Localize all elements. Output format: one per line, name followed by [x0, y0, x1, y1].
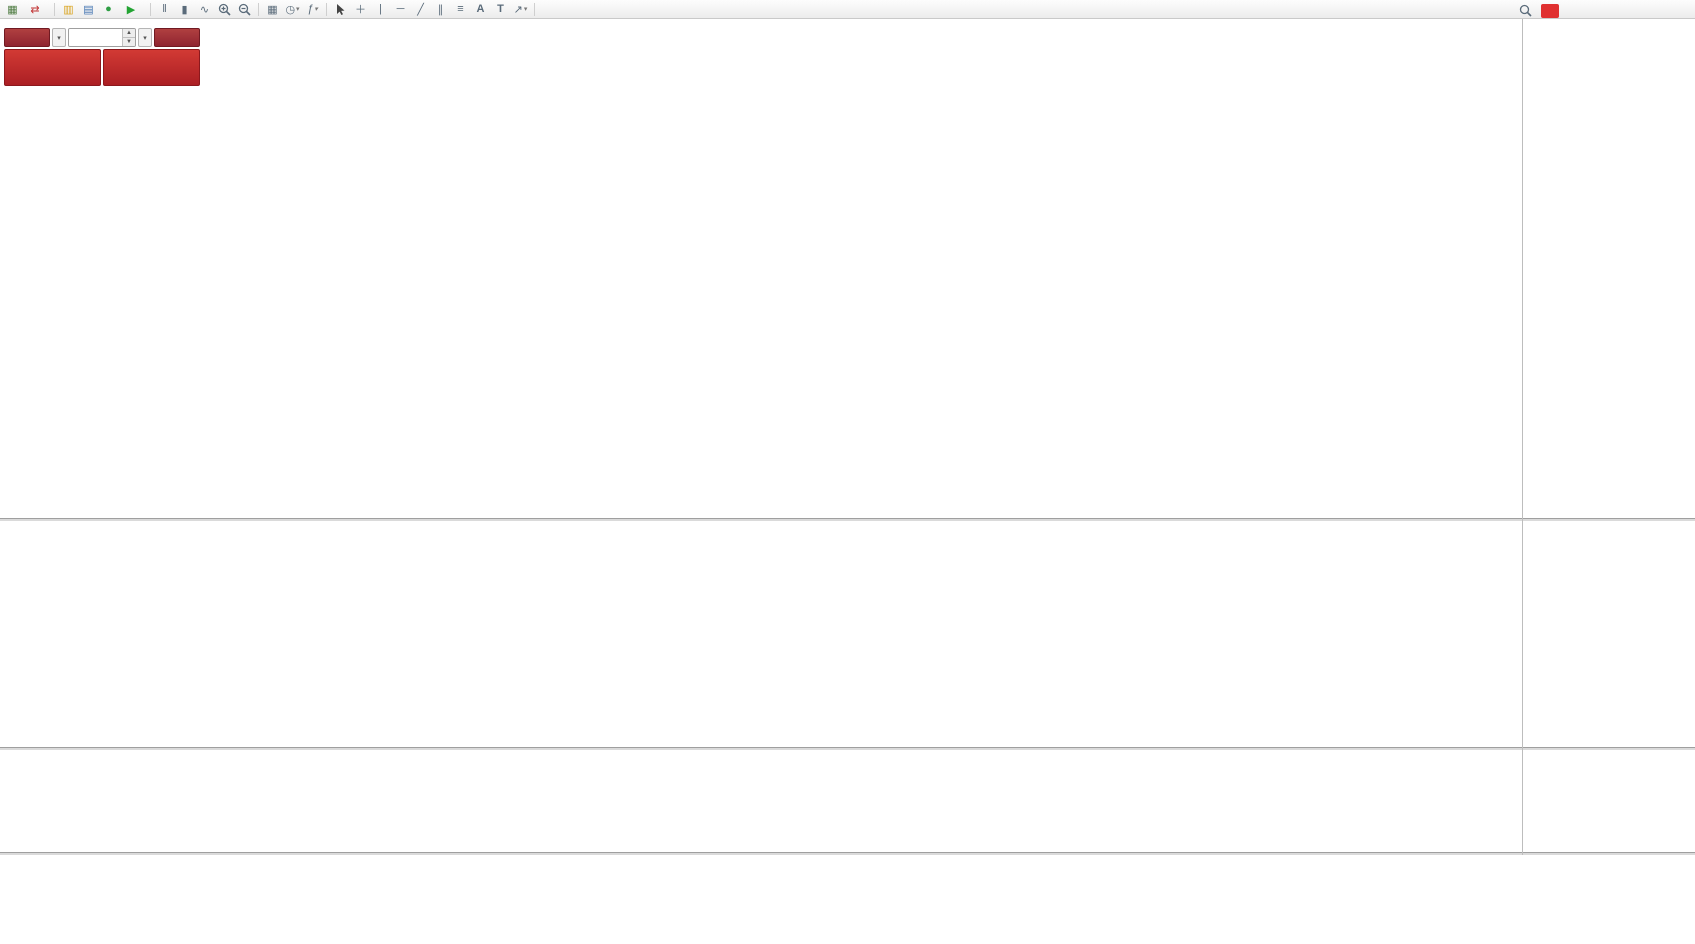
chart-bars-icon[interactable]: ‖: [162, 3, 167, 15]
timeframe-w1[interactable]: [728, 1, 754, 18]
chart-profile-icon[interactable]: ▤: [83, 3, 94, 16]
toolbar-separator: [534, 2, 535, 16]
sell-options-caret[interactable]: ▾: [52, 28, 66, 47]
sell-price-display[interactable]: [4, 49, 101, 86]
cursor-icon[interactable]: [331, 1, 350, 18]
buy-price-display[interactable]: [103, 49, 200, 86]
new-order-icon: ⇄: [30, 3, 40, 16]
notification-badge[interactable]: [1541, 3, 1559, 18]
toolbar-separator: [258, 2, 259, 16]
text-label-icon[interactable]: T: [497, 3, 504, 15]
zoom-in-icon[interactable]: [215, 1, 234, 18]
chart-candles-icon[interactable]: ▮: [181, 3, 188, 16]
indicators-icon[interactable]: ƒ ▾: [307, 3, 318, 15]
autotrading-play-icon: ▶: [126, 3, 136, 16]
crosshair-icon[interactable]: ＋: [355, 4, 366, 16]
volume-box: ▲ ▼: [68, 28, 136, 47]
volume-up-icon[interactable]: ▲: [123, 29, 135, 38]
timeframe-d1[interactable]: [701, 1, 727, 18]
zoom-out-icon[interactable]: [235, 1, 254, 18]
buy-options-caret[interactable]: ▾: [138, 28, 152, 47]
new-order-button[interactable]: ⇄: [23, 1, 50, 18]
rsi-header: [3, 752, 8, 763]
vertical-line-icon[interactable]: |: [379, 3, 382, 15]
period-icon[interactable]: ◷ ▾: [285, 3, 300, 16]
toolbar-separator: [326, 2, 327, 16]
macd-header: [3, 523, 13, 534]
text-icon[interactable]: A: [476, 3, 485, 15]
timeframe-m1[interactable]: [539, 1, 565, 18]
timeframe-m30[interactable]: [620, 1, 646, 18]
horizontal-line-icon[interactable]: ─: [396, 3, 405, 15]
timeframe-m15[interactable]: [593, 1, 619, 18]
volume-down-icon[interactable]: ▼: [123, 38, 135, 46]
timeframe-h4[interactable]: [674, 1, 700, 18]
panel-separator-price-macd[interactable]: [0, 518, 1695, 521]
sell-button[interactable]: [4, 28, 50, 47]
channel-icon[interactable]: ∥: [437, 3, 444, 16]
fibonacci-icon[interactable]: ≡: [457, 3, 464, 15]
chart-line-icon[interactable]: ∿: [199, 3, 210, 16]
timeframe-mn[interactable]: [755, 1, 781, 18]
shapes-icon[interactable]: ↗ ▾: [513, 3, 528, 16]
tile-windows-icon[interactable]: ▦: [267, 3, 278, 16]
volume-spinner: ▲ ▼: [122, 29, 135, 46]
search-icon[interactable]: [1516, 2, 1535, 19]
timeframe-m5[interactable]: [566, 1, 592, 18]
buy-button[interactable]: [154, 28, 200, 47]
panel-separator-macd-rsi[interactable]: [0, 747, 1695, 750]
volume-input[interactable]: [69, 29, 122, 46]
timeframe-h1[interactable]: [647, 1, 673, 18]
autotrading-button[interactable]: ▶: [119, 1, 146, 18]
refresh-icon[interactable]: ●: [105, 3, 112, 15]
metaeditor-icon[interactable]: ▥: [63, 3, 74, 16]
toolbar-separator: [150, 2, 151, 16]
price-axis-border: [1522, 19, 1523, 855]
one-click-trading-panel: ▾ ▲ ▼ ▾: [4, 24, 200, 86]
toolbar-separator: [54, 2, 55, 16]
panel-separator-rsi-time: [0, 852, 1695, 855]
chart-window-icon: ▦: [7, 3, 18, 16]
trendline-icon[interactable]: ╱: [417, 3, 424, 16]
main-toolbar: ▦ ⇄ ▥ ▤ ● ▶ ‖ ▮ ∿ ▦ ◷ ▾ ƒ ▾ ＋ | ─: [0, 0, 1695, 19]
